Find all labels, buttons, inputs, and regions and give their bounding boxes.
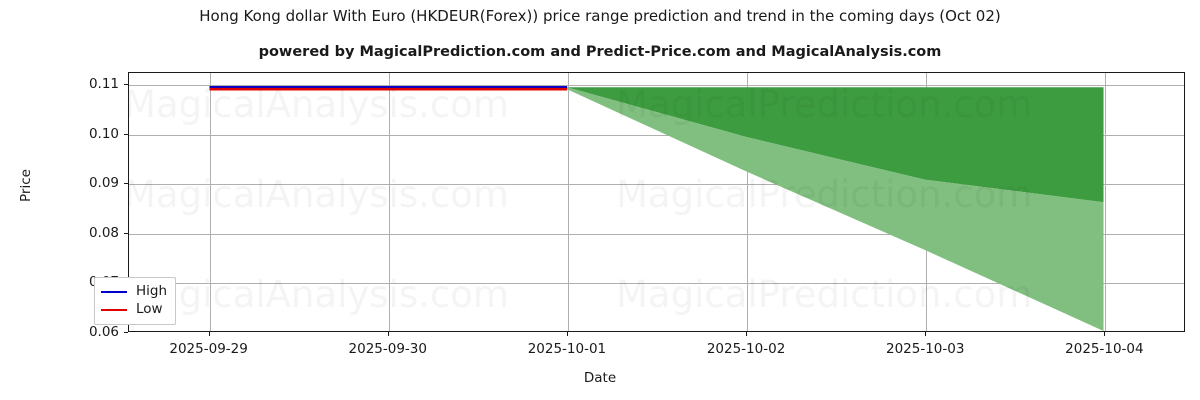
legend-item-high: High	[101, 283, 167, 301]
x-tick-label: 2025-10-04	[1065, 341, 1144, 357]
plot-area: MagicalAnalysis.comMagicalPrediction.com…	[128, 72, 1185, 332]
gridline-x	[747, 73, 749, 331]
legend-label-high: High	[136, 283, 168, 300]
y-tick-mark	[124, 232, 128, 234]
x-tick-label: 2025-10-03	[885, 341, 965, 357]
y-tick-mark	[124, 332, 128, 333]
y-tick-label: 0.11	[88, 76, 119, 93]
y-tick-label: 0.09	[88, 175, 119, 192]
x-tick-mark	[925, 332, 927, 336]
x-tick-mark	[566, 332, 568, 336]
legend-swatch-high	[101, 291, 127, 293]
gridline-y	[129, 283, 1184, 285]
x-tick-mark	[746, 332, 748, 336]
gridline-x	[388, 73, 390, 331]
gridline-y	[129, 233, 1184, 235]
chart-title: Hong Kong dollar With Euro (HKDEUR(Forex…	[199, 7, 1001, 25]
gridline-x	[209, 73, 211, 331]
forecast-bands	[567, 87, 1104, 331]
x-tick-label: 2025-09-29	[169, 341, 248, 357]
x-tick-label: 2025-10-01	[527, 341, 607, 357]
legend-swatch-low	[101, 309, 127, 311]
gridline-x	[1105, 73, 1107, 331]
y-tick-mark	[124, 133, 128, 135]
y-axis-label: Price	[18, 169, 34, 202]
legend-item-low: Low	[101, 301, 167, 319]
x-tick-mark	[208, 332, 210, 336]
gridline-y	[129, 134, 1184, 136]
x-tick-label: 2025-09-30	[348, 341, 427, 357]
x-tick-mark	[1104, 332, 1106, 336]
x-axis-label: Date	[583, 370, 617, 386]
chart-legend: High Low	[94, 277, 177, 325]
x-tick-mark	[387, 332, 389, 336]
lower-forecast-band	[567, 87, 1104, 331]
y-tick-label: 0.10	[88, 125, 119, 142]
y-tick-mark	[124, 183, 128, 185]
gridline-y	[129, 85, 1184, 87]
x-tick-label: 2025-10-02	[706, 341, 786, 357]
chart-subtitle: powered by MagicalPrediction.com and Pre…	[258, 44, 942, 60]
gridline-y	[129, 184, 1184, 186]
legend-label-low: Low	[136, 301, 163, 318]
y-tick-label: 0.06	[88, 324, 119, 340]
y-tick-label: 0.08	[88, 224, 119, 241]
y-tick-mark	[124, 84, 128, 86]
gridline-x	[567, 73, 569, 331]
price-lines	[209, 85, 568, 91]
upper-forecast-band	[567, 87, 1104, 203]
